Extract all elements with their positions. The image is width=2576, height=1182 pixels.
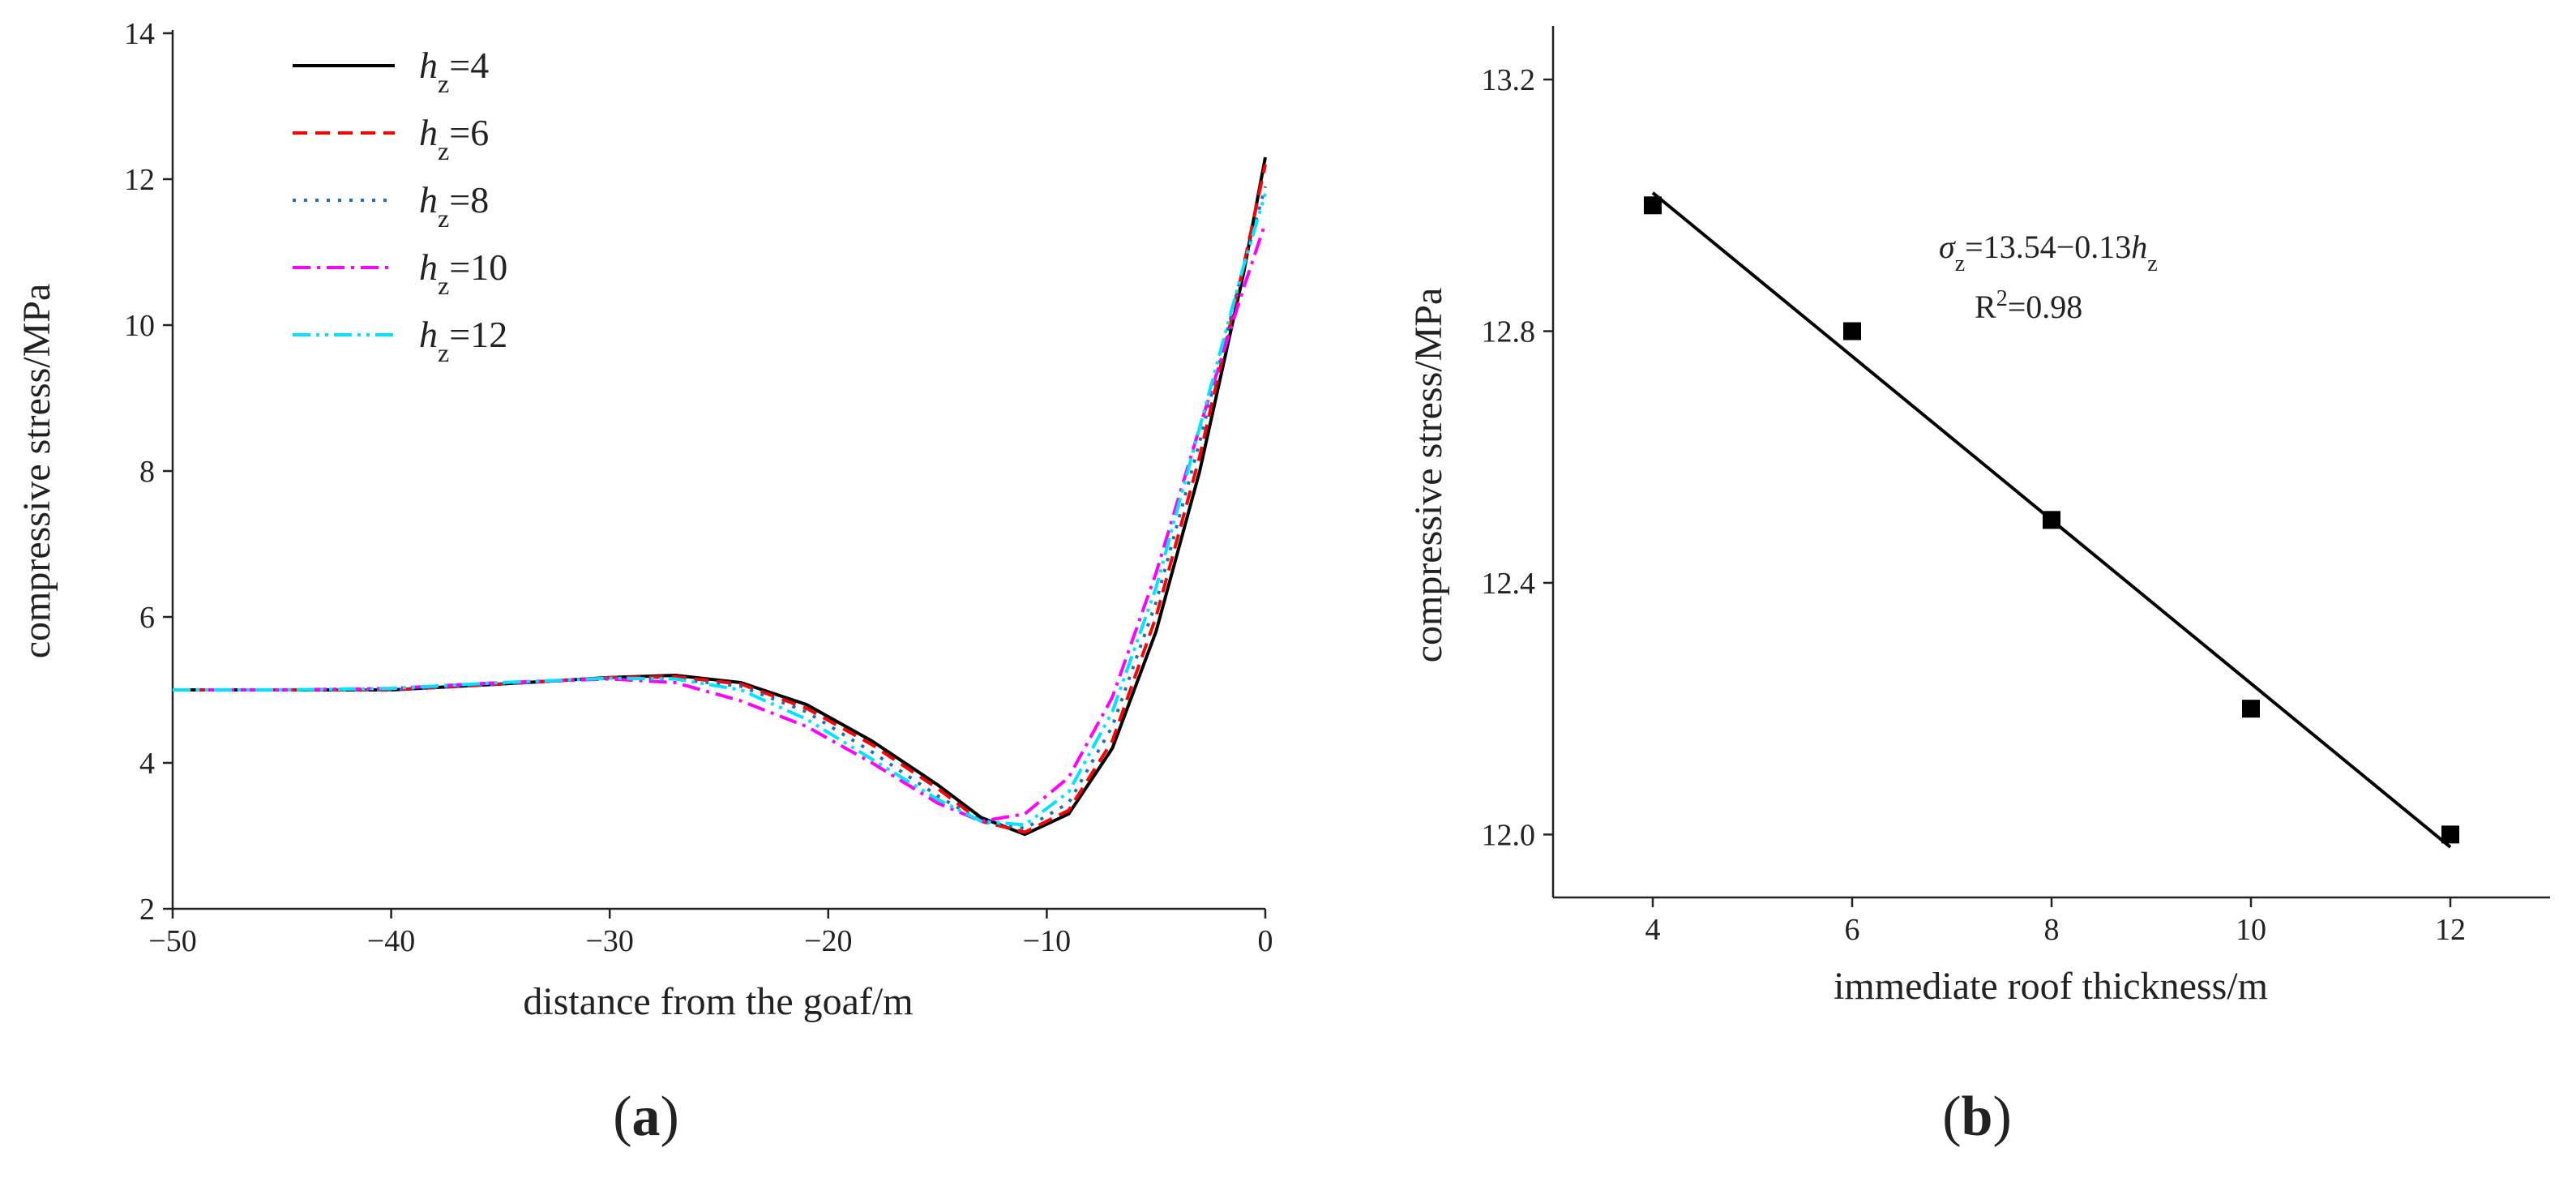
text-part: h [419, 45, 438, 86]
data-point [1644, 196, 1662, 215]
data-point [2242, 700, 2260, 718]
text-part: =8 [449, 179, 489, 221]
x-tick-label: 0 [1258, 924, 1273, 958]
text-part: h [419, 179, 438, 221]
text-part: =10 [449, 246, 507, 288]
text-part: =12 [449, 314, 507, 355]
text-part: =13.54−0.13 [1965, 229, 2131, 265]
series-line [173, 164, 1267, 834]
y-tick-label: 6 [139, 601, 155, 635]
x-tick-label: 12 [2435, 913, 2466, 947]
y-tick-label: 4 [139, 747, 155, 781]
x-tick-label: 10 [2236, 913, 2266, 947]
data-point [1843, 322, 1861, 340]
legend-label: hz=4 [419, 45, 489, 98]
x-tick-label: −20 [804, 924, 852, 958]
text-part: z [438, 338, 449, 367]
text-part: ) [661, 1086, 679, 1148]
annotation: σz=13.54−0.13hz [1939, 229, 2158, 276]
text-part: =4 [449, 45, 489, 86]
y-tick-label: 13.2 [1482, 63, 1536, 97]
y-tick-label: 12.0 [1482, 818, 1536, 852]
x-tick-label: 8 [2044, 913, 2060, 947]
series-line [173, 186, 1267, 830]
x-tick-label: 6 [1845, 913, 1860, 947]
y-tick-label: 12 [124, 163, 155, 197]
x-tick-label: −30 [585, 924, 633, 958]
series-line [173, 222, 1267, 823]
fit-line [1651, 191, 2452, 849]
text-part: ( [1942, 1086, 1961, 1148]
text-part: h [419, 112, 438, 153]
text-part: z [438, 69, 449, 98]
text-part: ( [613, 1086, 631, 1148]
x-tick-label: −50 [148, 924, 196, 958]
x-tick-label: −40 [367, 924, 415, 958]
legend-label: hz=6 [419, 112, 489, 165]
text-part: z [438, 203, 449, 233]
text-part: h [419, 314, 438, 355]
panel-label: (b) [1942, 1086, 2012, 1148]
text-part: z [438, 136, 449, 165]
text-part: h [2131, 229, 2147, 265]
text-part: z [2147, 251, 2157, 276]
text-part: σ [1939, 229, 1956, 265]
legend-label: hz=12 [419, 314, 507, 367]
text-part: ) [1992, 1086, 2011, 1148]
text-part: b [1962, 1086, 1993, 1148]
panel-label: (a) [613, 1086, 679, 1148]
text-part: =0.98 [2008, 289, 2083, 325]
text-part: a [632, 1086, 661, 1148]
x-tick-label: 4 [1645, 913, 1661, 947]
text-part: h [419, 246, 438, 288]
y-tick-label: 12.4 [1482, 567, 1536, 601]
text-part: 2 [1996, 286, 2008, 311]
data-point [2441, 825, 2459, 844]
y-tick-label: 12.8 [1482, 315, 1536, 349]
legend-label: hz=10 [419, 246, 507, 300]
text-part: R [1975, 289, 1996, 325]
y-tick-label: 8 [139, 455, 155, 489]
y-tick-label: 14 [124, 17, 155, 51]
series-line [173, 193, 1267, 827]
x-axis-title: distance from the goaf/m [523, 980, 913, 1023]
text-part: z [1955, 251, 1965, 276]
text-part: z [438, 271, 449, 300]
text-part: =6 [449, 112, 489, 153]
annotation: R2=0.98 [1975, 286, 2082, 326]
y-axis-title: compressive stress/MPa [1407, 288, 1450, 663]
x-tick-label: −10 [1023, 924, 1071, 958]
x-axis-title: immediate roof thickness/m [1834, 965, 2268, 1008]
legend-label: hz=8 [419, 179, 489, 233]
y-tick-label: 10 [124, 309, 155, 343]
y-tick-label: 2 [139, 893, 155, 927]
y-axis-title: compressive stress/MPa [15, 284, 58, 659]
